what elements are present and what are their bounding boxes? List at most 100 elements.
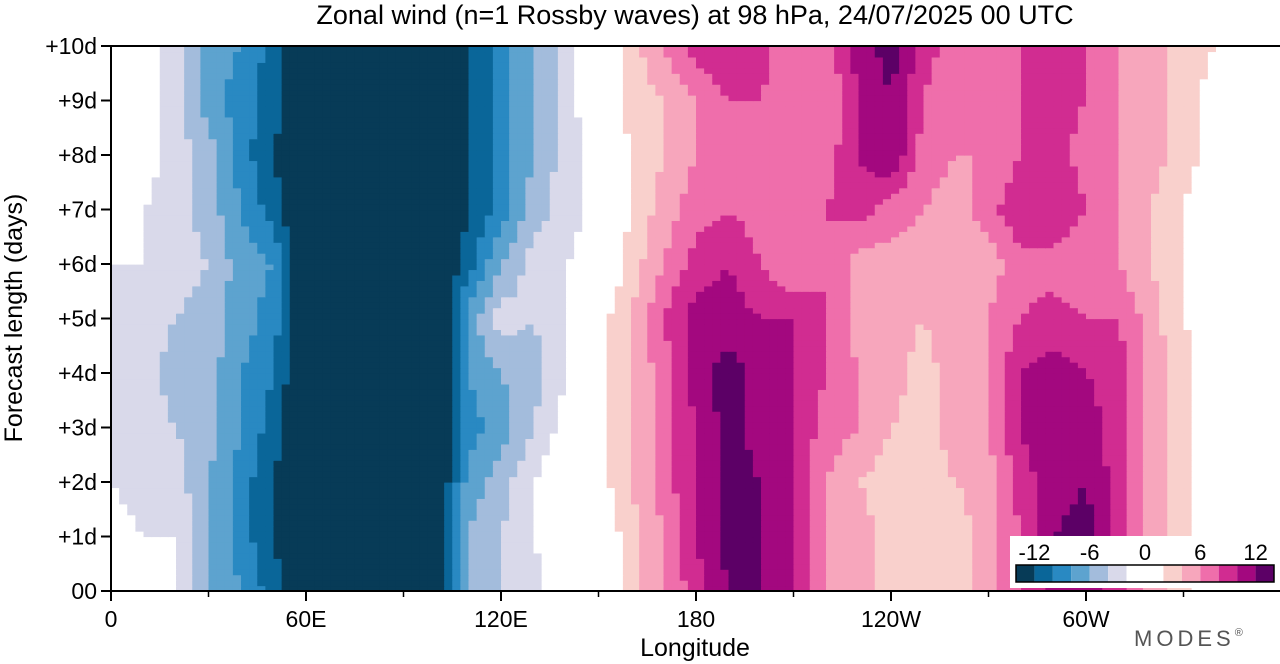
contour-cell: [931, 449, 941, 456]
contour-cell: [216, 520, 226, 527]
contour-cell: [159, 585, 169, 591]
contour-cell: [1240, 411, 1250, 418]
contour-cell: [257, 465, 266, 472]
contour-cell: [484, 520, 494, 527]
contour-cell: [184, 416, 193, 423]
contour-cell: [891, 487, 900, 494]
contour-cell: [761, 498, 770, 505]
contour-cell: [176, 471, 185, 478]
contour-cell: [143, 503, 153, 510]
contour-cell: [696, 482, 705, 489]
contour-cell: [826, 580, 835, 587]
contour-cell: [582, 432, 591, 439]
contour-cell: [143, 558, 153, 565]
contour-cell: [468, 416, 478, 423]
contour-cell: [931, 541, 941, 548]
contour-cell: [151, 574, 161, 581]
contour-cell: [850, 449, 860, 456]
contour-cell: [314, 400, 323, 407]
contour-cell: [273, 541, 283, 548]
contour-cell: [712, 443, 721, 450]
contour-cell: [419, 541, 429, 548]
contour-cell: [322, 476, 331, 483]
contour-cell: [241, 405, 250, 412]
contour-cell: [964, 449, 973, 456]
contour-cell: [1191, 585, 1201, 591]
contour-cell: [362, 541, 372, 548]
contour-cell: [525, 585, 535, 591]
contour-cell: [1216, 498, 1225, 505]
contour-cell: [1077, 427, 1087, 434]
contour-cell: [696, 400, 705, 407]
contour-cell: [1077, 411, 1087, 418]
contour-cell: [143, 454, 153, 461]
contour-cell: [882, 487, 892, 494]
contour-cell: [923, 443, 933, 450]
contour-cell: [265, 492, 275, 499]
contour-cell: [622, 460, 632, 467]
contour-cell: [1159, 487, 1168, 494]
contour-cell: [582, 558, 591, 565]
contour-cell: [907, 443, 916, 450]
contour-cell: [631, 427, 640, 434]
contour-cell: [533, 400, 543, 407]
contour-cell: [557, 487, 567, 494]
contour-cell: [460, 547, 470, 554]
contour-cell: [826, 449, 835, 456]
contour-cell: [1134, 427, 1144, 434]
contour-cell: [184, 503, 193, 510]
contour-cell: [826, 520, 835, 527]
contour-cell: [354, 454, 364, 461]
contour-cell: [436, 558, 445, 565]
contour-cell: [362, 558, 372, 565]
contour-cell: [1191, 449, 1201, 456]
contour-cell: [184, 449, 193, 456]
contour-cell: [1248, 449, 1258, 456]
contour-cell: [1175, 498, 1185, 505]
contour-cell: [176, 449, 185, 456]
contour-cell: [712, 541, 721, 548]
contour-cell: [761, 482, 770, 489]
contour-cell: [224, 520, 234, 527]
contour-cell: [720, 503, 730, 510]
contour-cell: [533, 411, 543, 418]
contour-cell: [663, 427, 673, 434]
contour-cell: [1272, 498, 1280, 505]
contour-cell: [354, 432, 364, 439]
contour-cell: [111, 454, 120, 461]
contour-cell: [817, 454, 827, 461]
contour-cell: [574, 541, 583, 548]
contour-cell: [1272, 405, 1280, 412]
contour-cell: [907, 569, 916, 576]
contour-cell: [427, 580, 437, 587]
contour-cell: [306, 443, 315, 450]
contour-cell: [436, 541, 445, 548]
contour-cell: [541, 536, 551, 543]
contour-cell: [484, 438, 494, 445]
contour-cell: [606, 552, 616, 559]
contour-cell: [923, 449, 933, 456]
contour-cell: [1175, 416, 1185, 423]
contour-cell: [1224, 531, 1233, 538]
contour-cell: [647, 574, 656, 581]
contour-cell: [679, 454, 689, 461]
contour-cell: [314, 482, 323, 489]
contour-cell: [801, 465, 811, 472]
contour-cell: [947, 580, 957, 587]
contour-cell: [1248, 460, 1258, 467]
contour-cell: [1207, 585, 1217, 591]
contour-cell: [712, 580, 721, 587]
contour-cell: [1191, 438, 1201, 445]
contour-cell: [1256, 422, 1266, 429]
contour-cell: [346, 422, 356, 429]
contour-cell: [395, 552, 405, 559]
contour-cell: [639, 471, 648, 478]
contour-cell: [1224, 411, 1233, 418]
contour-cell: [533, 536, 543, 543]
contour-cell: [956, 509, 965, 516]
contour-cell: [574, 558, 583, 565]
contour-cell: [1086, 454, 1095, 461]
contour-cell: [1224, 471, 1233, 478]
contour-cell: [135, 454, 145, 461]
contour-cell: [208, 422, 218, 429]
